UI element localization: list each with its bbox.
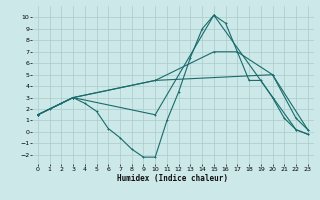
X-axis label: Humidex (Indice chaleur): Humidex (Indice chaleur) [117, 174, 228, 183]
